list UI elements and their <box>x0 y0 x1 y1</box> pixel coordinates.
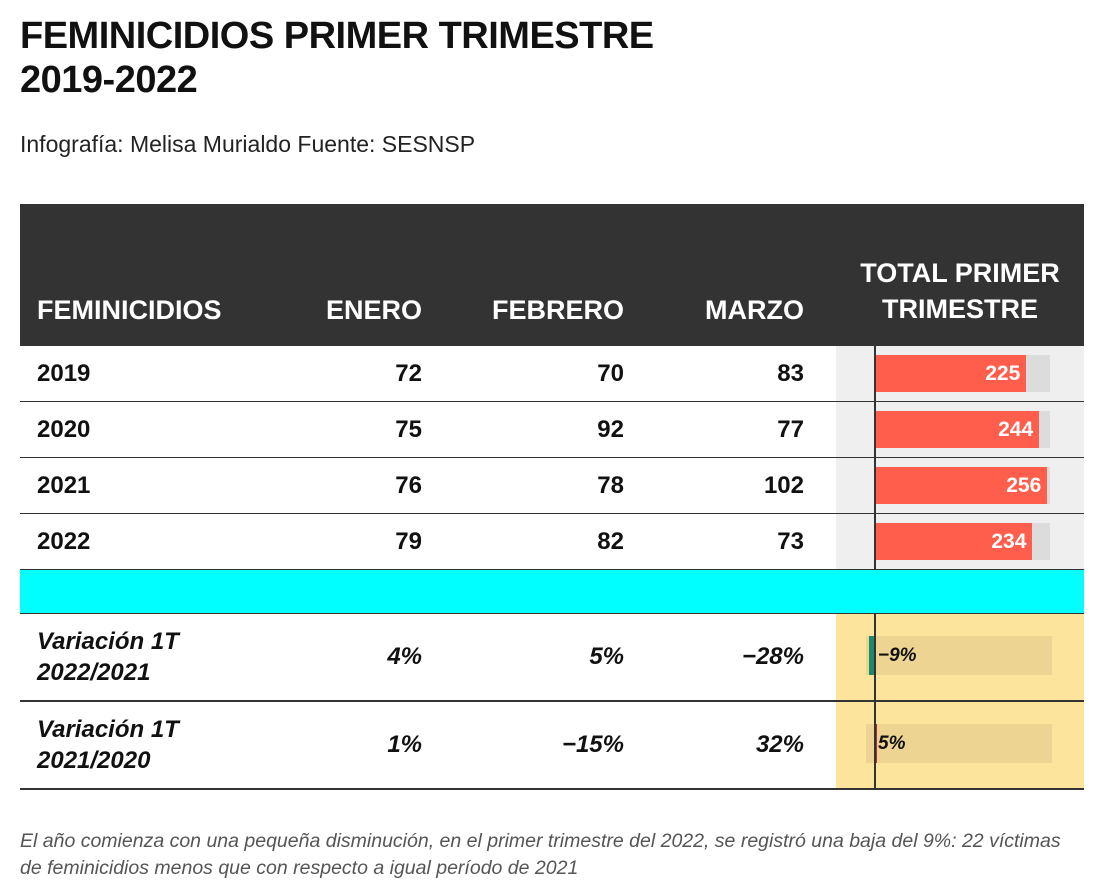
total-bar: 234 <box>874 523 1033 560</box>
variation-bar-cell: −9% <box>836 614 1084 700</box>
variation-bar-track: 5% <box>866 724 1052 763</box>
total-bar-track: 256 <box>874 467 1050 504</box>
header-febrero: FEBRERO <box>491 295 624 325</box>
variation-label-line-2: 2021/2020 <box>37 747 151 774</box>
cell-enero: 76 <box>395 472 422 499</box>
variation-body: Variación 1T 2022/2021 4% 5% −28% −9% Variació… <box>20 614 1084 790</box>
total-axis-line <box>874 345 876 570</box>
total-bar: 256 <box>874 467 1048 504</box>
data-table: FEMINICIDIOS ENERO FEBRERO MARZO TOTAL P… <box>20 204 1084 790</box>
cell-febrero: 5% <box>589 643 624 670</box>
total-bar-label: 234 <box>991 530 1027 553</box>
cell-marzo: 73 <box>777 528 804 555</box>
total-bar-track: 234 <box>874 523 1050 560</box>
cell-enero: 79 <box>395 528 422 555</box>
header-total: TOTAL PRIMER TRIMESTRE <box>860 258 1060 324</box>
cell-enero: 4% <box>387 643 422 670</box>
total-bar: 225 <box>874 355 1027 392</box>
table-row: 2021 76 78 102 256 <box>20 458 1084 514</box>
cell-marzo: 102 <box>763 472 804 499</box>
variation-label-line-1: Variación 1T <box>37 716 179 743</box>
cell-febrero: 92 <box>597 416 624 443</box>
cell-enero: 75 <box>395 416 422 443</box>
cell-marzo: 83 <box>777 360 804 387</box>
cell-enero: 72 <box>395 360 422 387</box>
cell-year: 2022 <box>37 528 91 555</box>
total-bar-cell: 244 <box>836 402 1084 457</box>
cell-marzo: 77 <box>777 416 804 443</box>
total-bar-track: 225 <box>874 355 1050 392</box>
chart-title-line-1: FEMINICIDIOS PRIMER TRIMESTRE <box>20 15 654 57</box>
cell-marzo: 32% <box>755 731 804 758</box>
cell-febrero: 78 <box>597 472 624 499</box>
table-row: 2019 72 70 83 225 <box>20 345 1084 402</box>
table-row: 2022 79 82 73 234 <box>20 514 1084 570</box>
variation-label-line-2: 2022/2021 <box>37 659 151 686</box>
total-bar-label: 225 <box>985 362 1021 385</box>
cell-enero: 1% <box>387 731 422 758</box>
cell-febrero: 70 <box>597 360 624 387</box>
total-bar-track: 244 <box>874 411 1050 448</box>
total-bar-label: 256 <box>1006 474 1042 497</box>
variation-bar <box>874 724 877 763</box>
total-bar-label: 244 <box>998 418 1034 441</box>
cell-year: 2020 <box>37 416 91 443</box>
table-header: FEMINICIDIOS ENERO FEBRERO MARZO TOTAL P… <box>20 204 1084 345</box>
total-bar-cell: 256 <box>836 458 1084 513</box>
chart-subtitle: Infografía: Melisa Murialdo Fuente: SESN… <box>20 131 476 157</box>
cell-marzo: −28% <box>741 643 804 670</box>
variation-bar-label: −9% <box>878 645 917 666</box>
variation-label-line-1: Variación 1T <box>37 628 179 655</box>
header-enero: ENERO <box>325 295 422 325</box>
total-bar-cell: 225 <box>836 346 1084 401</box>
cell-febrero: −15% <box>561 731 624 758</box>
variation-bar-label: 5% <box>878 733 906 754</box>
variation-bar-cell: 5% <box>836 702 1084 788</box>
variation-row: Variación 1T 2022/2021 4% 5% −28% −9% <box>20 614 1084 702</box>
chart-title-line-2: 2019-2022 <box>20 59 198 101</box>
variation-axis-line <box>874 614 876 790</box>
total-bar-cell: 234 <box>836 514 1084 569</box>
variation-bar-track: −9% <box>866 636 1052 675</box>
total-bar: 244 <box>874 411 1040 448</box>
variation-label: Variación 1T 2021/2020 <box>37 714 179 776</box>
separator-band <box>20 570 1084 614</box>
table-body: 2019 72 70 83 225 2020 75 92 77 244 2021 76 78 102 256… <box>20 345 1084 570</box>
variation-bar <box>868 636 874 675</box>
header-marzo: MARZO <box>705 295 804 325</box>
header-feminicidios: FEMINICIDIOS <box>37 295 222 325</box>
table-row: 2020 75 92 77 244 <box>20 402 1084 458</box>
cell-year: 2019 <box>37 360 91 387</box>
cell-febrero: 82 <box>597 528 624 555</box>
footnote: El año comienza con una pequeña disminuc… <box>20 830 1061 879</box>
variation-row: Variación 1T 2021/2020 1% −15% 32% 5% <box>20 702 1084 790</box>
chart-title: FEMINICIDIOS PRIMER TRIMESTRE 2019-2022 <box>20 14 1080 102</box>
cell-year: 2021 <box>37 472 91 499</box>
variation-label: Variación 1T 2022/2021 <box>37 626 179 688</box>
